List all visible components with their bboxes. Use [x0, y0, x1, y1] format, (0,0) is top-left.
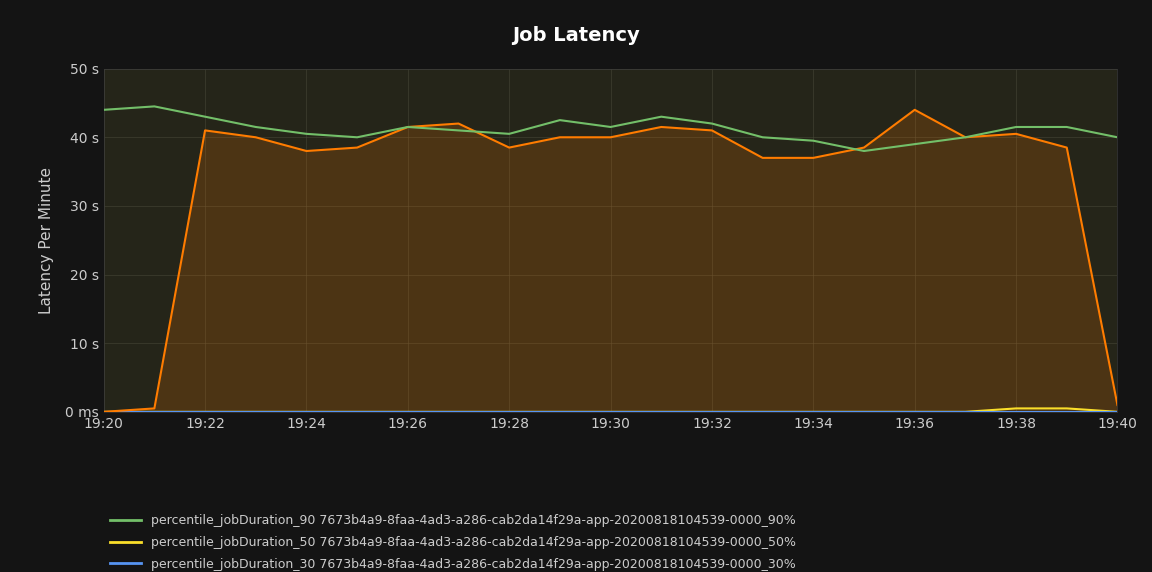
Legend: percentile_jobDuration_90 7673b4a9-8faa-4ad3-a286-cab2da14f29a-app-2020081810453: percentile_jobDuration_90 7673b4a9-8faa-… — [109, 514, 796, 572]
Y-axis label: Latency Per Minute: Latency Per Minute — [39, 167, 54, 313]
Text: Job Latency: Job Latency — [513, 26, 639, 45]
